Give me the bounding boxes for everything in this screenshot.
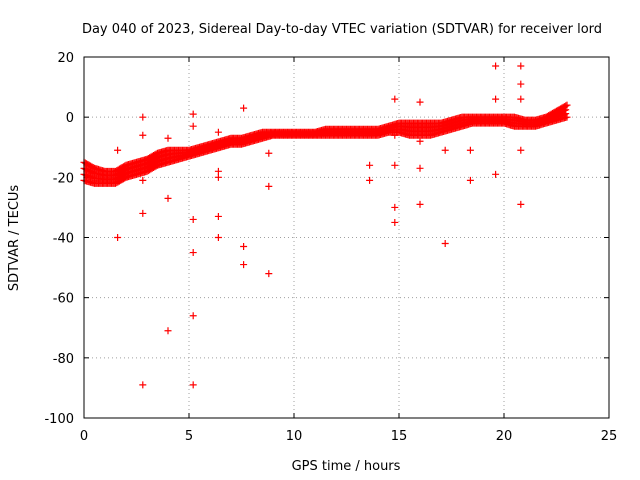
outlier-point	[189, 110, 197, 118]
outlier-point	[366, 176, 374, 184]
outlier-point	[391, 161, 399, 169]
outlier-point	[441, 240, 449, 248]
outlier-point	[265, 270, 273, 278]
plot-frame	[83, 56, 610, 419]
outlier-point	[416, 164, 424, 172]
data-points	[80, 62, 571, 389]
x-tick-label: 15	[391, 429, 408, 444]
outlier-point	[466, 146, 474, 154]
outlier-point	[240, 261, 248, 269]
outlier-point	[416, 200, 424, 208]
outlier-point	[214, 173, 222, 181]
outlier-point	[416, 98, 424, 106]
outlier-point	[189, 249, 197, 257]
outlier-point	[240, 243, 248, 251]
y-axis-label: SDTVAR / TECUs	[7, 185, 22, 292]
band-point	[563, 113, 571, 121]
outlier-point	[265, 182, 273, 190]
outlier-point	[240, 104, 248, 112]
outlier-point	[139, 131, 147, 139]
x-tick-label: 25	[601, 429, 618, 444]
y-tick-label: -60	[53, 292, 74, 307]
outlier-point	[114, 234, 122, 241]
outlier-point	[517, 146, 525, 154]
band-point	[563, 101, 571, 109]
outlier-point	[164, 134, 172, 142]
outlier-point	[492, 62, 500, 70]
outlier-point	[214, 234, 222, 241]
grid-lines	[84, 57, 609, 418]
x-tick-label: 5	[185, 429, 193, 444]
outlier-point	[517, 62, 525, 70]
outlier-point	[366, 161, 374, 169]
outlier-point	[114, 146, 122, 154]
x-tick-label: 0	[80, 429, 88, 444]
y-tick-label: -40	[53, 232, 74, 247]
outlier-point	[265, 149, 273, 157]
outlier-point	[139, 209, 147, 217]
y-tick-label: -100	[44, 412, 74, 427]
outlier-point	[189, 122, 197, 130]
outlier-point	[441, 146, 449, 154]
outlier-point	[214, 167, 222, 175]
y-tick-label: 0	[66, 111, 74, 126]
x-tick-label: 10	[286, 429, 303, 444]
outlier-point	[391, 95, 399, 103]
y-tick-label: -20	[53, 171, 74, 186]
y-tick-label: 20	[57, 51, 74, 66]
outlier-point	[164, 327, 172, 335]
x-tick-label: 20	[496, 429, 513, 444]
outlier-point	[391, 218, 399, 226]
outlier-point	[517, 80, 525, 88]
outlier-point	[189, 381, 197, 389]
y-tick-label: -80	[53, 352, 74, 367]
outlier-point	[391, 203, 399, 211]
outlier-point	[214, 128, 222, 136]
outlier-point	[214, 212, 222, 220]
outlier-point	[517, 95, 525, 103]
outlier-point	[492, 95, 500, 103]
chart-title: Day 040 of 2023, Sidereal Day-to-day VTE…	[82, 22, 602, 37]
outlier-point	[189, 312, 197, 320]
outlier-point	[139, 113, 147, 121]
outlier-point	[466, 176, 474, 184]
outlier-point	[416, 137, 424, 145]
outlier-point	[189, 215, 197, 223]
outlier-point	[164, 194, 172, 202]
outlier-point	[517, 200, 525, 208]
outlier-point	[139, 381, 147, 389]
outlier-point	[139, 176, 147, 184]
x-axis-label: GPS time / hours	[292, 459, 401, 474]
outlier-point	[492, 170, 500, 178]
axis-ticks: 0 5 10 15 20 25 -100 -80 -60 -40 -20 0 20	[44, 51, 617, 444]
outlier-point	[391, 131, 399, 139]
band-point	[562, 102, 570, 110]
